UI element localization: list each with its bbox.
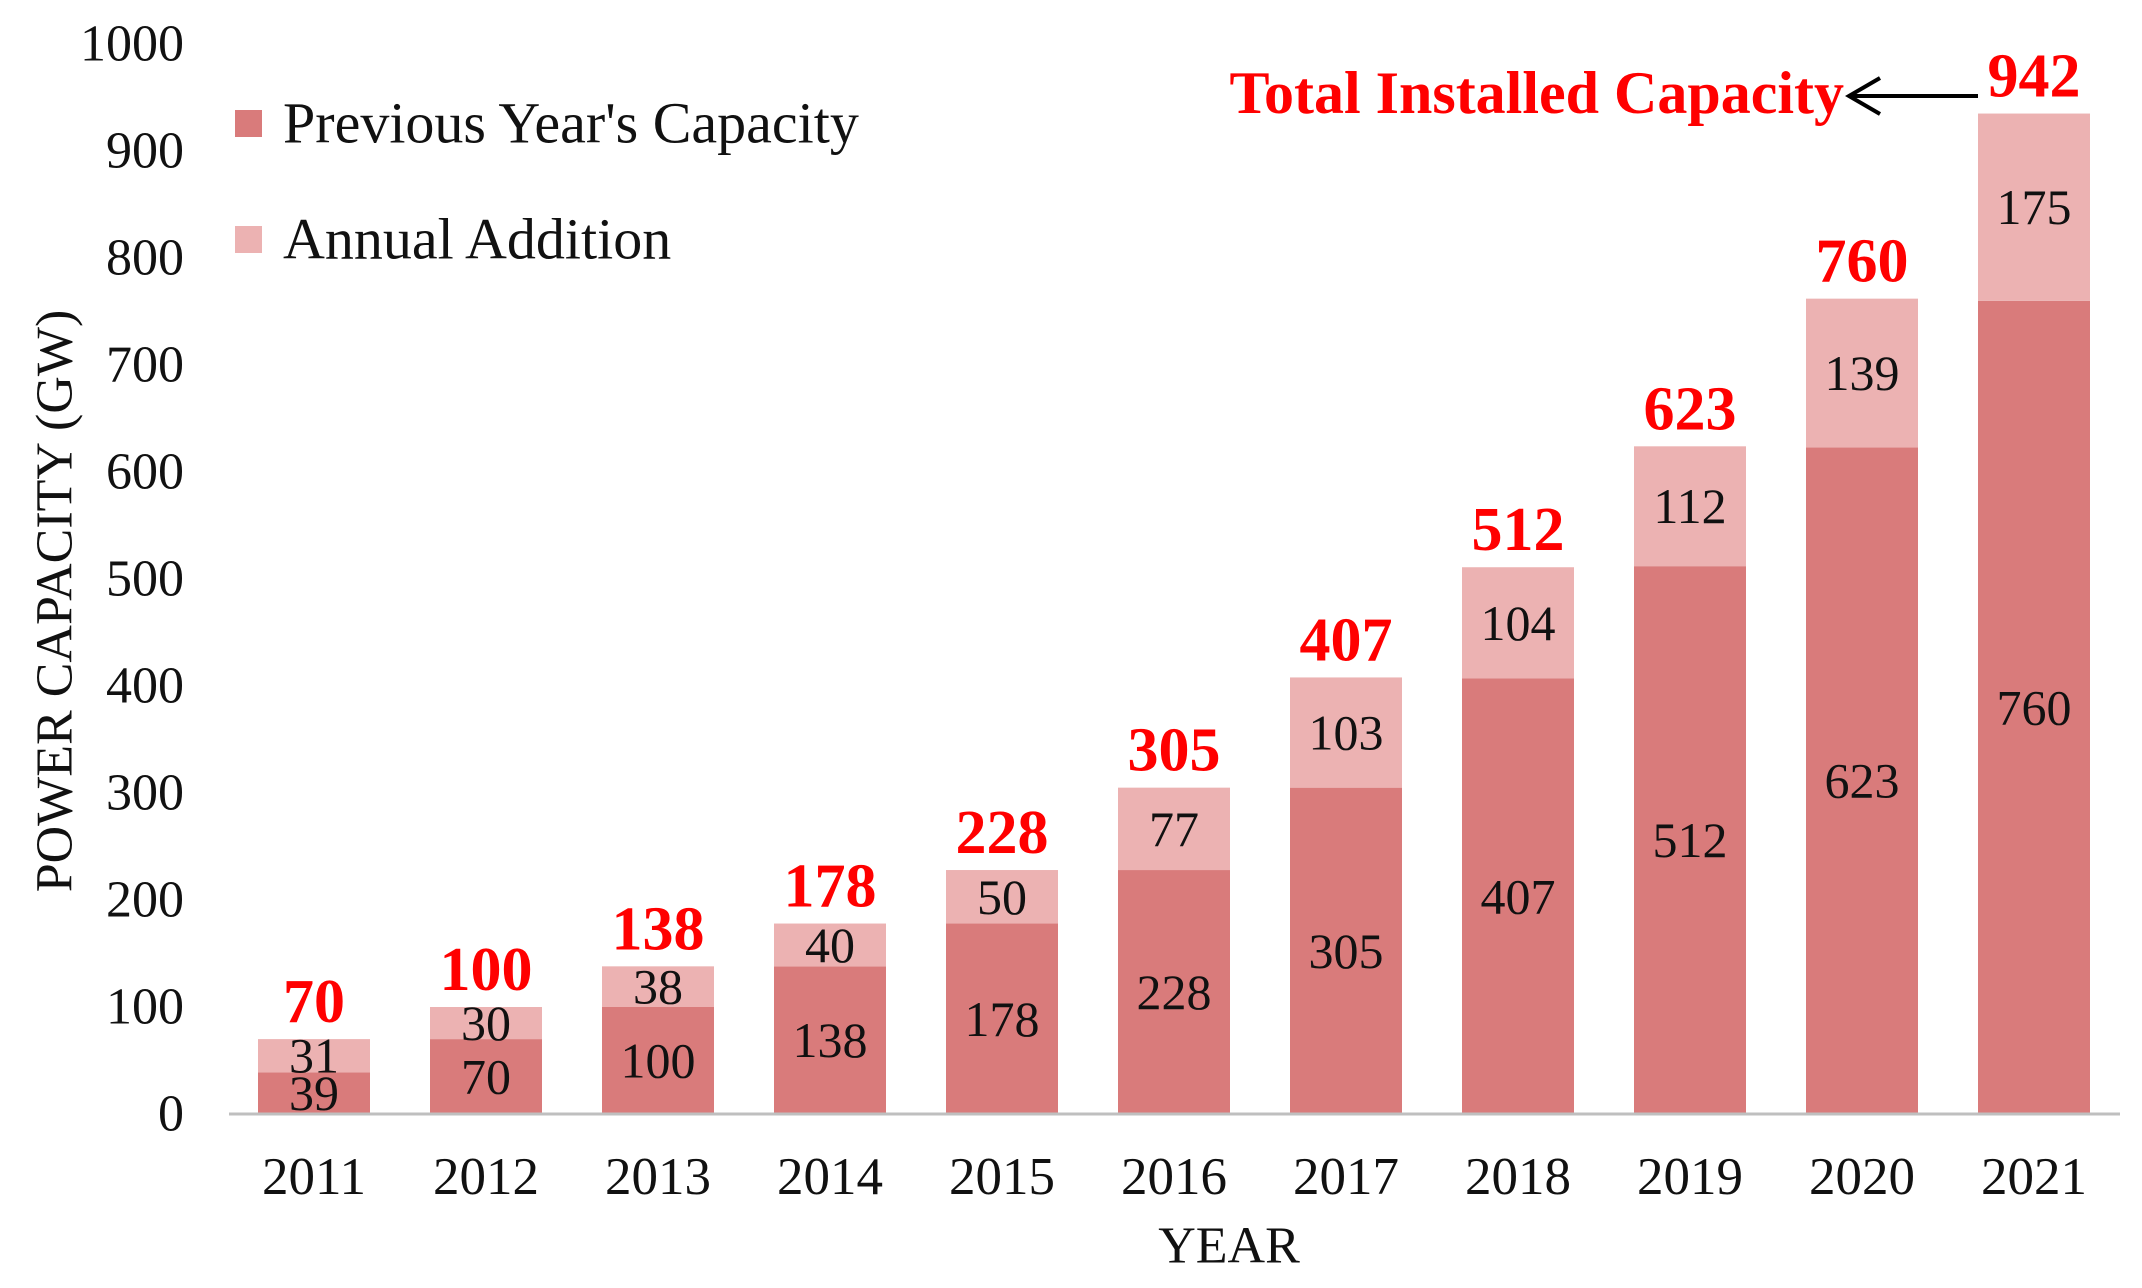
legend-label-annual-addition: Annual Addition [283,207,671,272]
bar-label-previous-capacity-2020: 623 [1825,753,1900,809]
y-tick-label-800: 800 [106,230,184,287]
bar-label-annual-addition-2020: 139 [1825,345,1900,401]
x-axis-title: YEAR [1158,1218,1300,1275]
y-tick-label-300: 300 [106,765,184,822]
bar-annual-addition-2021 [1978,113,2090,301]
bar-label-previous-capacity-2021: 760 [1997,679,2072,735]
legend-label-previous-capacity: Previous Year's Capacity [283,91,859,156]
bar-label-previous-capacity-2011: 39 [289,1065,339,1121]
total-label-2020: 760 [1816,228,1909,296]
bar-annual-addition-2019 [1634,446,1746,567]
x-tick-label-2011: 2011 [262,1148,366,1206]
bar-label-annual-addition-2017: 103 [1309,705,1384,761]
y-tick-label-0: 0 [158,1086,184,1143]
y-axis-ticks: 0 100 200 300 400 500 600 700 800 900 1000 [80,16,184,1143]
total-label-2014: 178 [784,853,877,921]
bar-label-previous-capacity-2014: 138 [793,1012,868,1068]
bar-previous-capacity-2015 [946,923,1058,1114]
x-axis-ticks: 2011 2012 2013 2014 2015 2016 2017 2018 2019 2020… [262,1148,2087,1206]
bar-label-previous-capacity-2012: 70 [461,1049,511,1105]
y-tick-label-200: 200 [106,872,184,929]
bar-annual-addition-2015 [946,870,1058,924]
bar-previous-capacity-2020 [1806,447,1918,1114]
bar-previous-capacity-2018 [1462,678,1574,1114]
x-tick-label-2016: 2016 [1121,1148,1227,1206]
x-tick-label-2020: 2020 [1809,1148,1915,1206]
bar-label-annual-addition-2014: 40 [805,917,855,973]
x-tick-label-2017: 2017 [1293,1148,1399,1206]
bar-previous-capacity-2013 [602,1007,714,1114]
y-tick-label-500: 500 [106,551,184,608]
bar-previous-capacity-2017 [1290,787,1402,1114]
bar-annual-addition-2018 [1462,567,1574,679]
bar-label-previous-capacity-2015: 178 [965,991,1040,1047]
x-tick-label-2021: 2021 [1981,1148,2087,1206]
total-capacity-annotation: Total Installed Capacity [1229,60,1978,126]
total-label-2018: 512 [1472,496,1565,564]
bar-annual-addition-2011 [258,1039,370,1073]
total-labels-group: 70 100 138 178 228 305 407 512 623 760 942 [283,43,2081,1037]
bar-annual-addition-2012 [430,1007,542,1040]
bar-label-previous-capacity-2016: 228 [1137,964,1212,1020]
bar-label-annual-addition-2015: 50 [977,869,1027,925]
bar-label-previous-capacity-2019: 512 [1653,812,1728,868]
bar-label-annual-addition-2012: 30 [461,995,511,1051]
bar-label-annual-addition-2018: 104 [1481,595,1556,651]
total-label-2019: 623 [1644,375,1737,443]
total-label-2012: 100 [440,936,533,1004]
x-tick-label-2014: 2014 [777,1148,883,1206]
bar-label-previous-capacity-2017: 305 [1309,923,1384,979]
total-label-2016: 305 [1128,717,1221,785]
total-label-2013: 138 [612,895,705,963]
y-tick-label-600: 600 [106,444,184,501]
total-label-2011: 70 [283,968,345,1036]
bar-previous-capacity-2019 [1634,566,1746,1114]
x-tick-label-2012: 2012 [433,1148,539,1206]
x-tick-label-2015: 2015 [949,1148,1055,1206]
bars-group [258,113,2090,1114]
bar-annual-addition-2016 [1118,787,1230,871]
legend-item-previous-capacity: Previous Year's Capacity [235,91,859,156]
total-label-2015: 228 [956,799,1049,867]
legend: Previous Year's Capacity Annual Addition [235,91,859,272]
bar-label-annual-addition-2021: 175 [1997,179,2072,235]
total-label-2017: 407 [1300,606,1393,674]
bar-label-annual-addition-2011: 31 [289,1028,339,1084]
x-tick-label-2013: 2013 [605,1148,711,1206]
annotation-label: Total Installed Capacity [1229,60,1844,126]
bar-label-previous-capacity-2013: 100 [621,1033,696,1089]
bar-label-annual-addition-2013: 38 [633,959,683,1015]
y-axis-title: POWER CAPACITY (GW) [27,310,84,893]
bar-annual-addition-2020 [1806,298,1918,448]
x-tick-label-2018: 2018 [1465,1148,1571,1206]
x-tick-label-2019: 2019 [1637,1148,1743,1206]
y-tick-label-400: 400 [106,658,184,715]
bar-previous-capacity-2012 [430,1039,542,1114]
bar-label-annual-addition-2019: 112 [1653,478,1726,534]
bar-previous-capacity-2014 [774,966,886,1114]
y-tick-label-900: 900 [106,123,184,180]
y-tick-label-700: 700 [106,337,184,394]
bar-previous-capacity-2011 [258,1072,370,1114]
legend-swatch-previous-capacity [235,110,262,137]
bar-previous-capacity-2021 [1978,300,2090,1114]
bar-annual-addition-2014 [774,923,886,967]
bar-annual-addition-2017 [1290,677,1402,788]
y-tick-label-1000: 1000 [80,16,184,73]
total-label-2021: 942 [1988,43,2081,111]
legend-item-annual-addition: Annual Addition [235,207,671,272]
bar-annual-addition-2013 [602,966,714,1007]
bar-previous-capacity-2016 [1118,870,1230,1114]
annotation-arrow-head-icon [1845,76,1882,116]
bar-label-annual-addition-2016: 77 [1149,801,1199,857]
y-tick-label-100: 100 [106,979,184,1036]
legend-swatch-annual-addition [235,226,262,253]
bar-label-previous-capacity-2018: 407 [1481,868,1556,924]
